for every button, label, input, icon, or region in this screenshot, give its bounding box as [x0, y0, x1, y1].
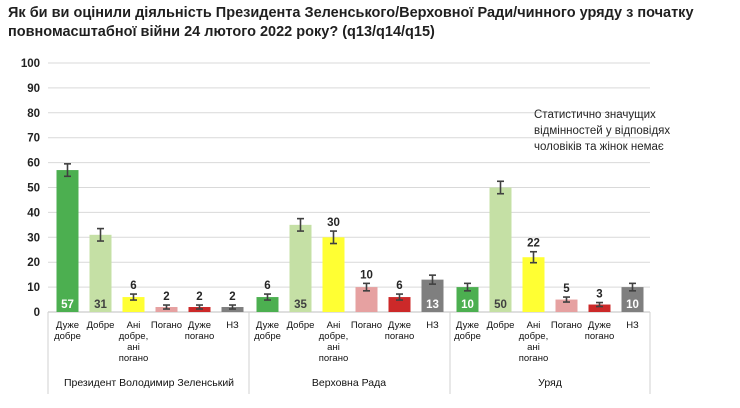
category-label: Дуже погано: [185, 320, 215, 342]
bar: [289, 224, 312, 312]
bar: [355, 287, 378, 312]
y-tick-label: 80: [27, 108, 40, 120]
bar: [122, 297, 145, 312]
data-label: 2: [196, 291, 202, 303]
bar: [89, 234, 112, 312]
data-label: 10: [626, 299, 639, 311]
category-label: Погано: [551, 320, 582, 331]
chart-annotation: Статистично значущих відмінностей у відп…: [534, 109, 671, 153]
bar: [555, 299, 578, 312]
bar: [388, 297, 411, 312]
category-label: Ані добре, ані погано: [519, 320, 549, 364]
data-label: 6: [264, 280, 270, 292]
category-label: НЗ: [226, 320, 239, 331]
data-label: 30: [327, 217, 340, 229]
y-tick-label: 40: [27, 207, 40, 219]
group-label: Президент Володимир Зеленський: [63, 377, 235, 389]
group-label: Уряд: [538, 377, 562, 389]
data-label: 50: [494, 299, 507, 311]
category-label: Добре: [287, 320, 315, 331]
group-label: Верховна Рада: [311, 377, 387, 389]
data-label: 3: [596, 289, 602, 301]
category-label: Ані добре, ані погано: [319, 320, 349, 364]
bar: [421, 279, 444, 312]
category-label: Погано: [351, 320, 382, 331]
y-tick-label: 60: [27, 158, 40, 170]
data-label: 10: [360, 269, 373, 281]
y-tick-label: 0: [34, 307, 40, 319]
category-label: НЗ: [626, 320, 639, 331]
data-label: 10: [461, 299, 474, 311]
category-label: Добре: [87, 320, 115, 331]
data-label: 57: [61, 299, 74, 311]
category-label: Дуже погано: [585, 320, 615, 342]
category-label: Дуже добре: [454, 320, 481, 342]
category-label: НЗ: [426, 320, 439, 331]
y-tick-label: 20: [27, 257, 40, 269]
bar: [256, 297, 279, 312]
data-label: 2: [163, 291, 169, 303]
category-label: Дуже погано: [385, 320, 415, 342]
data-label: 5: [563, 283, 570, 295]
category-label: Погано: [151, 320, 182, 331]
data-label: 13: [426, 299, 439, 311]
y-axis: 0 10 20 30 40 50 60 70 80 90 100: [21, 58, 40, 319]
data-label: 6: [130, 280, 136, 292]
gridlines: [47, 62, 651, 394]
bar: [56, 170, 79, 312]
y-tick-label: 90: [27, 83, 40, 95]
bar: [456, 287, 479, 312]
y-tick-label: 30: [27, 232, 40, 244]
data-label: 22: [527, 238, 540, 250]
y-tick-label: 100: [21, 58, 40, 70]
y-tick-label: 50: [27, 183, 40, 195]
data-label: 2: [229, 291, 235, 303]
y-tick-label: 70: [27, 133, 40, 145]
bar: [489, 187, 512, 312]
data-label: 6: [396, 280, 402, 292]
category-label: Дуже добре: [54, 320, 81, 342]
bar: [621, 287, 644, 312]
category-label: Дуже добре: [254, 320, 281, 342]
bar: [522, 257, 545, 312]
chart-title: Як би ви оцінили діяльність Президента З…: [8, 5, 694, 40]
category-label: Добре: [487, 320, 515, 331]
data-label: 35: [294, 299, 307, 311]
category-label: Ані добре, ані погано: [119, 320, 149, 364]
bar: [588, 304, 611, 312]
bar: [322, 237, 345, 312]
y-tick-label: 10: [27, 282, 40, 294]
data-label: 31: [94, 299, 107, 311]
